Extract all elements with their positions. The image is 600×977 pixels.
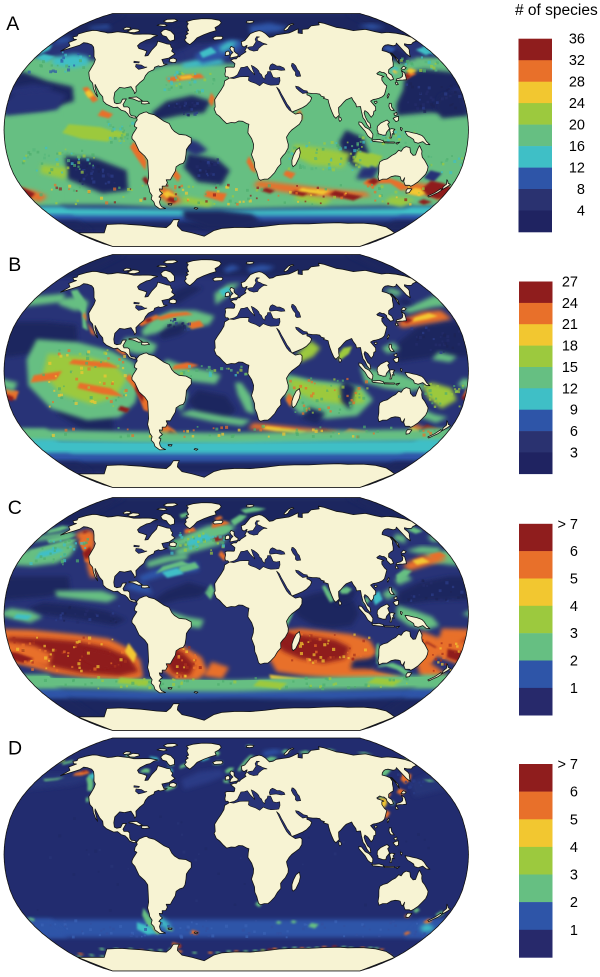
svg-text:3: 3	[570, 868, 578, 884]
svg-text:1: 1	[570, 923, 578, 939]
svg-text:2: 2	[570, 654, 578, 670]
svg-text:# of species: # of species	[515, 2, 598, 19]
svg-text:15: 15	[562, 360, 578, 376]
svg-text:2: 2	[570, 895, 578, 911]
svg-text:24: 24	[562, 296, 578, 312]
svg-text:21: 21	[562, 317, 578, 333]
svg-text:B: B	[8, 254, 21, 276]
svg-text:12: 12	[562, 381, 578, 397]
svg-text:6: 6	[570, 544, 578, 560]
svg-text:32: 32	[569, 53, 585, 69]
svg-text:24: 24	[569, 96, 585, 112]
svg-text:16: 16	[569, 139, 585, 155]
svg-text:> 7: > 7	[557, 757, 578, 773]
svg-text:5: 5	[570, 572, 578, 588]
svg-text:27: 27	[562, 275, 578, 291]
svg-text:4: 4	[570, 599, 578, 615]
svg-text:6: 6	[570, 785, 578, 801]
svg-text:A: A	[6, 13, 19, 35]
svg-text:5: 5	[570, 812, 578, 828]
svg-text:4: 4	[577, 204, 585, 220]
svg-text:3: 3	[570, 445, 578, 461]
svg-text:1: 1	[570, 681, 578, 697]
svg-text:36: 36	[569, 32, 585, 48]
svg-text:28: 28	[569, 75, 585, 91]
svg-text:18: 18	[562, 339, 578, 355]
svg-text:20: 20	[569, 118, 585, 134]
svg-text:8: 8	[577, 182, 585, 198]
svg-text:9: 9	[570, 403, 578, 419]
svg-text:D: D	[8, 738, 22, 760]
svg-text:C: C	[8, 497, 22, 519]
svg-text:4: 4	[570, 840, 578, 856]
svg-text:12: 12	[569, 161, 585, 177]
svg-text:> 7: > 7	[557, 517, 578, 533]
svg-text:3: 3	[570, 626, 578, 642]
svg-text:6: 6	[570, 424, 578, 440]
